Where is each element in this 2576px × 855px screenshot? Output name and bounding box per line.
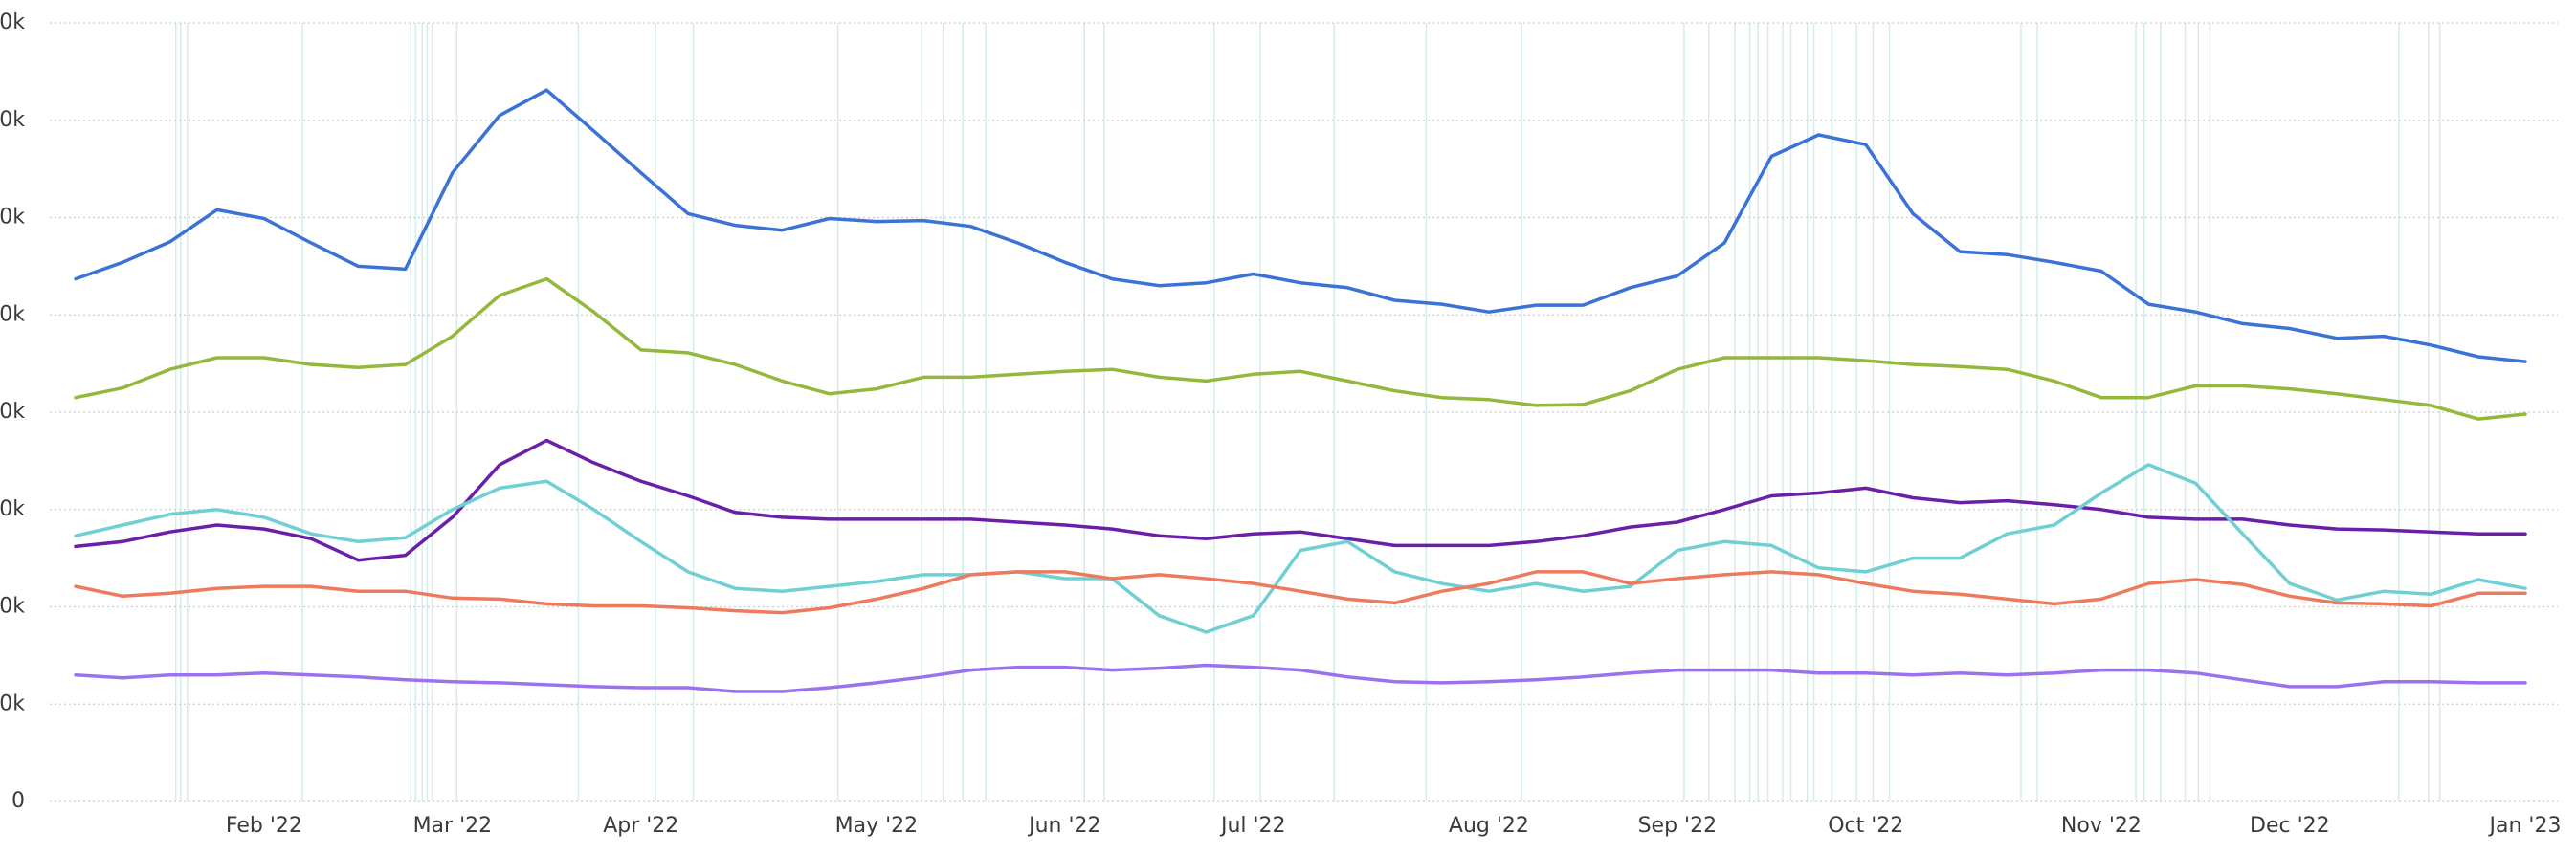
y-tick-label: 400k (0, 400, 25, 424)
series-line (74, 570, 2527, 615)
y-tick-label: 100k (0, 691, 25, 715)
series-line (74, 463, 2527, 634)
x-tick-label: Nov '22 (2061, 814, 2142, 838)
x-tick-label: Feb '22 (226, 814, 302, 838)
y-tick-label: 800k (0, 11, 25, 34)
x-tick-label: May '22 (835, 814, 919, 838)
x-tick-label: Dec '22 (2250, 814, 2330, 838)
x-tick-label: Sep '22 (1638, 814, 1718, 838)
series-line (74, 438, 2527, 562)
x-tick-label: Jul '22 (1219, 814, 1286, 838)
y-tick-label: 700k (0, 108, 25, 132)
y-tick-label: 200k (0, 595, 25, 619)
y-tick-label: 500k (0, 302, 25, 326)
x-tick-label: Jun '22 (1027, 814, 1100, 838)
x-tick-label: Aug '22 (1449, 814, 1529, 838)
x-tick-label: Oct '22 (1828, 814, 1903, 838)
series-line (74, 663, 2527, 693)
y-tick-label: 600k (0, 206, 25, 230)
x-tick-label: Apr '22 (603, 814, 678, 838)
x-tick-label: Jan '23 (2488, 814, 2562, 838)
y-tick-label: 300k (0, 497, 25, 521)
x-tick-label: Mar '22 (413, 814, 493, 838)
y-tick-label: 0 (11, 789, 25, 813)
series-line (74, 276, 2527, 421)
series-line (74, 88, 2527, 363)
